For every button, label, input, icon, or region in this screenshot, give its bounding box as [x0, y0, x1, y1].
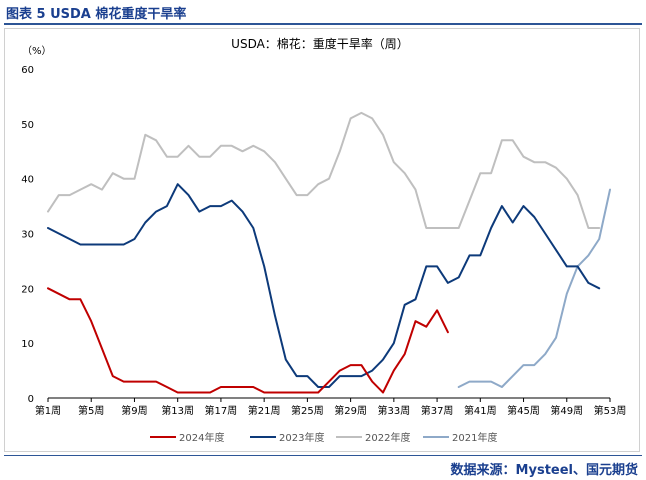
series-line-2021年度 [457, 188, 611, 388]
footer-divider [4, 455, 642, 456]
legend-label: 2021年度 [452, 431, 497, 444]
x-tick-label: 第53周 [594, 404, 627, 417]
x-axis: 第1周 第5周 第9周 第13周 第17周 第21周 第25周 第29周 第33周 第37周 第41… [35, 397, 627, 417]
y-tick-label: 30 [21, 230, 34, 241]
x-tick-label: 第33周 [377, 404, 410, 417]
x-tick-label: 第45周 [507, 404, 540, 417]
series-line-2024年度 [47, 287, 449, 394]
legend: 2024年度 2023年度 2022年度 2021年度 [150, 431, 497, 444]
title-divider [4, 23, 642, 25]
y-tick-label: 60 [21, 65, 34, 76]
x-tick-label: 第41周 [464, 404, 497, 417]
y-tick-label: 10 [21, 339, 34, 350]
x-tick-label: 第49周 [550, 404, 583, 417]
y-tick-label: 0 [28, 394, 34, 405]
y-axis-ticks: 0 10 20 30 40 50 60 [21, 65, 34, 405]
x-tick-label: 第21周 [248, 404, 281, 417]
x-tick-label: 第13周 [161, 404, 194, 417]
legend-label: 2022年度 [365, 431, 410, 444]
x-tick-label: 第29周 [334, 404, 367, 417]
series-lines [47, 111, 611, 394]
x-tick-label: 第37周 [421, 404, 454, 417]
y-tick-label: 40 [21, 175, 34, 186]
series-line-2022年度 [47, 111, 601, 229]
y-tick-label: 50 [21, 120, 34, 131]
legend-label: 2023年度 [279, 431, 324, 444]
x-tick-label: 第9周 [121, 404, 147, 417]
x-tick-label: 第25周 [291, 404, 324, 417]
y-axis-unit-label: （%） [22, 45, 52, 57]
x-tick-label: 第1周 [35, 404, 61, 417]
chart-title: USDA：棉花：重度干旱率（周） [231, 36, 409, 51]
chart-frame [4, 28, 640, 452]
x-tick-label: 第17周 [205, 404, 238, 417]
line-chart: USDA：棉花：重度干旱率（周） （%） 0 10 20 30 40 50 60 第1周 第5… [21, 36, 627, 444]
y-tick-label: 20 [21, 284, 34, 295]
series-line-2023年度 [47, 183, 601, 388]
legend-label: 2024年度 [179, 431, 224, 444]
figure-title: 图表 5 USDA 棉花重度干旱率 [6, 7, 187, 22]
x-tick-label: 第5周 [78, 404, 104, 417]
data-source: 数据来源：Mysteel、国元期货 [450, 463, 638, 478]
